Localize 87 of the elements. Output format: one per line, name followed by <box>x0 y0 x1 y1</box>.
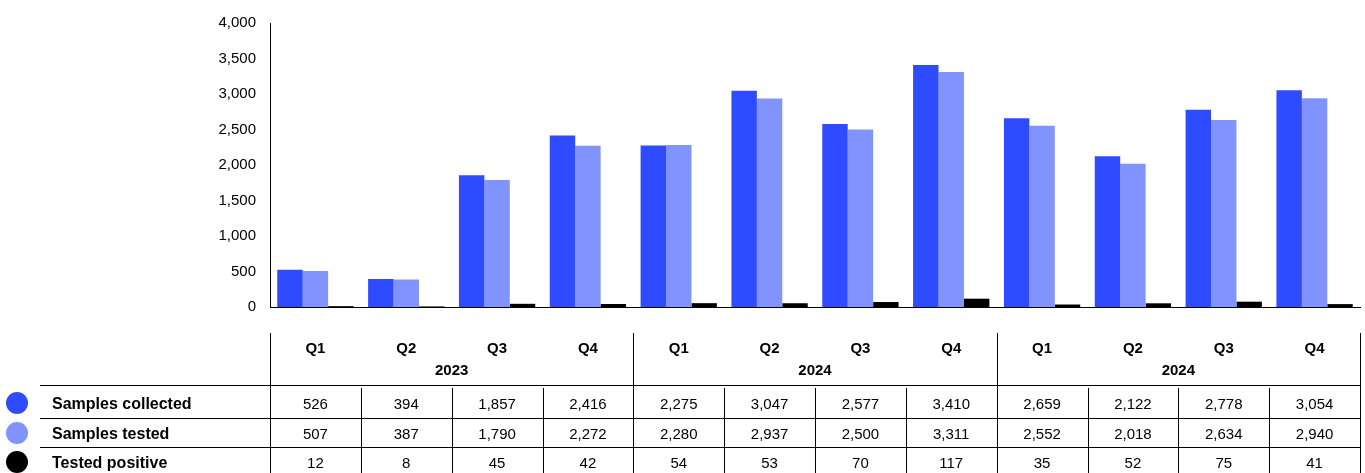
y-tick-label: 2,500 <box>218 119 256 137</box>
data-label: 1,790 <box>477 424 517 442</box>
data-label: 2,275 <box>658 395 699 412</box>
bar <box>640 145 667 307</box>
data-label: 42 <box>578 454 598 471</box>
bar <box>822 124 848 307</box>
data-label: 1,857 <box>477 395 517 412</box>
data-label: 2,500 <box>840 424 881 442</box>
data-label: 2,272 <box>568 424 608 442</box>
data-label: 2,778 <box>1203 395 1244 412</box>
bar <box>1185 109 1212 307</box>
x-tick-label: Q2 <box>395 339 418 356</box>
text: 2024 <box>797 361 833 378</box>
x-tick-label: Q1 <box>304 339 327 356</box>
data-label: 507 <box>301 424 329 442</box>
data-label: 2,940 <box>1294 424 1335 442</box>
data-label: 52 <box>1123 454 1143 471</box>
x-tick-label: Q2 <box>758 339 781 356</box>
data-label: 387 <box>392 424 420 442</box>
data-label: 526 <box>301 395 329 412</box>
data-label: 2,937 <box>749 424 790 442</box>
bar <box>458 175 485 307</box>
bar <box>1094 156 1121 307</box>
data-label: 2,122 <box>1113 395 1153 412</box>
x-tick-label: Q1 <box>1031 339 1054 356</box>
x-tick-label: Q4 <box>576 339 599 356</box>
bar <box>847 129 874 307</box>
bar <box>575 145 601 307</box>
data-label: 2,280 <box>658 424 699 442</box>
bar <box>1120 163 1146 307</box>
data-label: 8 <box>401 454 412 471</box>
bar <box>368 279 394 307</box>
y-tick-label: 2,000 <box>218 155 256 173</box>
data-label: 45 <box>487 454 507 471</box>
legend-label: Tested positive <box>52 454 168 471</box>
text: 2024 <box>1160 361 1196 378</box>
data-label: 3,054 <box>1294 395 1335 412</box>
bar <box>393 279 419 307</box>
x-tick-label: Q1 <box>667 339 690 356</box>
bar <box>1301 98 1328 307</box>
data-label: 394 <box>392 395 420 412</box>
y-tick-label: 1,000 <box>218 226 256 244</box>
bar <box>277 269 303 307</box>
bar <box>731 90 757 307</box>
text: 2023 <box>433 361 470 378</box>
bar <box>1276 90 1302 307</box>
data-label: 117 <box>938 454 965 471</box>
y-tick-label: 4,000 <box>218 13 256 31</box>
legend-label: Samples collected <box>52 395 192 412</box>
x-tick-label: Q3 <box>486 339 509 356</box>
data-label: 3,410 <box>931 395 971 412</box>
data-label: 41 <box>1305 454 1324 471</box>
data-label: 2,416 <box>568 395 608 412</box>
data-label: 3,311 <box>932 424 971 442</box>
data-label: 70 <box>851 454 870 471</box>
data-label: 35 <box>1032 454 1052 471</box>
bar <box>1003 118 1030 307</box>
x-tick-label: Q4 <box>1303 339 1326 356</box>
data-label: 2,659 <box>1022 395 1062 412</box>
x-tick-label: Q4 <box>940 339 963 356</box>
y-tick-label: 500 <box>230 261 256 279</box>
bar <box>938 71 964 307</box>
x-tick-label: Q3 <box>1212 339 1235 356</box>
y-tick-label: 0 <box>247 297 256 315</box>
bar <box>1211 119 1237 307</box>
bar <box>549 135 576 307</box>
x-tick-label: Q2 <box>1121 339 1144 356</box>
y-tick-label: 3,500 <box>218 48 256 66</box>
legend-label: Samples tested <box>52 424 170 442</box>
data-label: 2,018 <box>1113 424 1153 442</box>
data-label: 2,552 <box>1022 424 1062 442</box>
data-label: 2,634 <box>1203 424 1244 442</box>
data-label: 12 <box>306 454 325 471</box>
bar <box>756 98 783 307</box>
bar <box>1029 125 1055 307</box>
data-label: 53 <box>760 454 779 471</box>
bar <box>302 271 329 307</box>
y-tick-label: 1,500 <box>218 190 256 208</box>
data-label: 54 <box>669 454 689 471</box>
data-label: 3,047 <box>749 395 790 412</box>
bar <box>913 64 939 307</box>
y-tick-label: 3,000 <box>218 84 256 102</box>
bar <box>666 145 692 307</box>
bar <box>484 179 510 307</box>
x-tick-label: Q3 <box>849 339 872 356</box>
data-label: 75 <box>1214 454 1234 471</box>
data-label: 2,577 <box>840 395 881 412</box>
